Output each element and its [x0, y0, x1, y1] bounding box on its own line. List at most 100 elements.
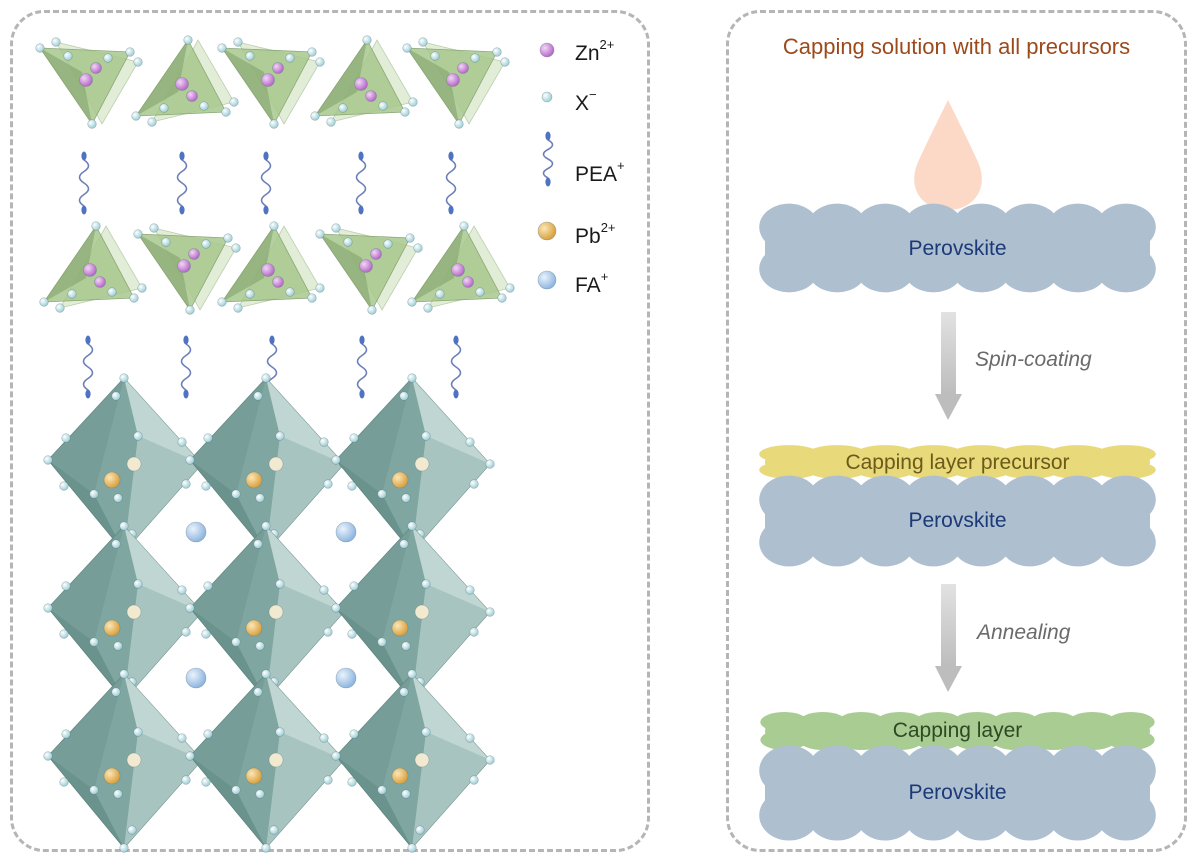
x-ion	[111, 687, 121, 697]
perovskite-layer	[759, 745, 1156, 841]
x-ion	[185, 751, 195, 761]
x-ion	[315, 229, 325, 239]
capping-layer-bump-bottom	[1029, 729, 1078, 751]
tetra-face-side	[222, 226, 274, 302]
precursor-layer-bump-bottom	[951, 460, 1012, 479]
x-ion	[245, 289, 255, 299]
pea-tail	[453, 389, 459, 399]
octa-face-dark	[336, 526, 412, 642]
perovskite-layer-bump-top	[951, 745, 1012, 796]
pea-chain	[78, 159, 90, 207]
zn-ion	[79, 73, 93, 87]
x-ion	[343, 237, 353, 247]
x-ion	[253, 391, 263, 401]
pea-tail	[179, 205, 185, 215]
capping-layer-bump-bottom	[798, 729, 847, 751]
capping-layer-bump-top	[760, 711, 809, 733]
x-ion	[407, 297, 417, 307]
x-ion	[87, 119, 97, 129]
x-ion	[133, 431, 143, 441]
x-ion	[465, 585, 475, 595]
x-ion	[275, 579, 285, 589]
x-ion	[275, 727, 285, 737]
zn-ion	[446, 73, 460, 87]
x-ion	[35, 43, 45, 53]
x-ion	[181, 479, 191, 489]
perovskite-layer-bump-top	[759, 745, 819, 796]
pea-chain	[356, 343, 368, 391]
x-ion	[377, 489, 387, 499]
pb-legend-marker	[537, 221, 557, 241]
x-ion	[185, 603, 195, 613]
x-ion	[331, 751, 341, 761]
pea-tail	[183, 389, 189, 399]
x-ion	[133, 727, 143, 737]
pea-cation	[260, 151, 272, 215]
pb-ion-shadow	[414, 752, 430, 768]
perovskite-layer-bump-top	[1096, 475, 1156, 524]
x-ion	[465, 437, 475, 447]
x-ion	[323, 479, 333, 489]
perovskite-layer-bump-bottom	[903, 518, 964, 567]
pb-ion-shadow	[414, 604, 430, 620]
pea-chain	[260, 159, 272, 207]
precursor-layer-bump-top	[1047, 445, 1108, 464]
x-ion	[378, 101, 388, 111]
pea-cation	[445, 151, 457, 215]
process-arrow-shaft	[941, 312, 956, 394]
x-ion	[349, 433, 359, 443]
x-ion	[217, 297, 227, 307]
x-ion	[418, 37, 428, 47]
perovskite-layer	[759, 475, 1156, 567]
perovskite-layer-bump-top	[999, 475, 1060, 524]
x-ion	[269, 825, 279, 835]
octa-face-dark	[190, 674, 266, 790]
precursor-layer-bump-top	[855, 445, 916, 464]
zn-ion	[186, 90, 198, 102]
x-ion	[285, 287, 295, 297]
precursor-layer-label: Capping layer precursor	[845, 451, 1070, 474]
perovskite-layer-bump-top	[1047, 475, 1108, 524]
x-ion	[133, 57, 143, 67]
x-ion	[421, 431, 431, 441]
x-ion	[401, 493, 411, 503]
octa-face-dark	[48, 674, 124, 790]
x-ion	[231, 243, 241, 253]
x-ion	[125, 47, 135, 57]
pb-ion	[245, 767, 263, 785]
perovskite-layer-bump-bottom	[1047, 245, 1108, 293]
pea-cation	[356, 335, 368, 399]
pea-tail	[359, 389, 365, 399]
perovskite-label-2: Perovskite	[908, 509, 1007, 532]
zn-legend-marker	[539, 42, 555, 58]
perovskite-layer-bump-bottom	[759, 518, 819, 567]
x-ion	[315, 283, 325, 293]
x-ion	[485, 755, 495, 765]
process-arrow-head	[935, 394, 962, 420]
pea-tail	[85, 389, 91, 399]
perovskite-label-1: Perovskite	[908, 237, 1007, 260]
legend-label-fa: FA+	[575, 269, 609, 297]
octa-face-dark	[336, 674, 412, 790]
pea-cation	[450, 335, 462, 399]
pea-chain	[180, 343, 192, 391]
pb-ion-shadow	[268, 752, 284, 768]
perovskite-layer-bump-top	[951, 203, 1012, 251]
x-ion	[421, 579, 431, 589]
x-ion	[217, 43, 227, 53]
capping-layer-bump-top	[798, 711, 847, 733]
capping-layer-bump-top	[914, 711, 963, 733]
pb-ion	[245, 619, 263, 637]
pea-chain	[450, 343, 462, 391]
zn-ion	[83, 263, 97, 277]
pea-head	[183, 335, 189, 345]
x-ion	[63, 51, 73, 61]
x-ion	[367, 305, 377, 315]
perovskite-layer-bump-bottom	[951, 518, 1012, 567]
x-ion	[323, 627, 333, 637]
x-ion	[43, 455, 53, 465]
capping-layer	[760, 711, 1155, 751]
x-ion	[315, 57, 325, 67]
octa-face-light	[124, 584, 202, 700]
